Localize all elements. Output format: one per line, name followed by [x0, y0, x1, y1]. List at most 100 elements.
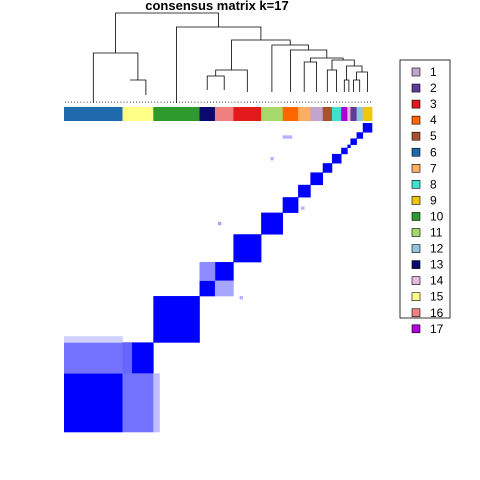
- dendrogram-link-1316-3: [215, 69, 248, 92]
- heatmap-block-cluster-12: [356, 132, 364, 139]
- heatmap-offdiag-6-edge: [64, 336, 123, 343]
- legend-label-12: 12: [430, 242, 444, 256]
- legend-box: [399, 59, 451, 319]
- heatmap-block-cluster-4: [282, 197, 299, 213]
- heatmap-block-cluster-17: [341, 147, 348, 155]
- annotation-cluster-9: [362, 107, 373, 121]
- legend-label-7: 7: [430, 161, 437, 175]
- annotation-cluster-15: [122, 107, 154, 121]
- legend-swatch-17: [411, 324, 421, 334]
- heatmap-block-cluster-7: [298, 184, 311, 198]
- heatmap-sparse-cell-c: [270, 156, 274, 161]
- heatmap-block-cluster-2: [350, 138, 357, 145]
- legend-label-16: 16: [430, 306, 444, 320]
- legend-label-8: 8: [430, 177, 437, 191]
- heatmap-matrix: [64, 123, 373, 433]
- legend-swatch-13: [411, 260, 421, 269]
- annotation-cluster-12: [356, 107, 364, 121]
- legend-swatch-7: [411, 164, 421, 173]
- legend-swatch-16: [411, 308, 421, 318]
- legend-swatch-8: [411, 180, 421, 189]
- dendrogram-link-6-15: [92, 52, 139, 103]
- heatmap-block-cluster-11: [261, 212, 283, 235]
- heatmap-sparse-cell-a: [218, 221, 222, 226]
- annotation-cluster-13: [199, 107, 216, 121]
- heatmap-block-cluster-9: [362, 123, 373, 133]
- dendrogram-link-2-12: [353, 79, 361, 92]
- heatmap-block-cluster-16: [214, 262, 234, 281]
- legend-swatch-2: [411, 83, 421, 93]
- dendrogram-link-5-8: [326, 69, 337, 92]
- dendrogram-link-17-14: [343, 79, 350, 92]
- heatmap-block-cluster-8: [331, 153, 342, 164]
- heatmap-sparse-cell-b: [239, 296, 243, 300]
- legend-swatch-14: [411, 276, 421, 285]
- dendrogram-link-right-e: [176, 26, 262, 103]
- heatmap-block-cluster-6: [64, 373, 123, 433]
- annotation-cluster-14: [347, 107, 351, 121]
- annotation-cluster-4: [282, 107, 299, 121]
- heatmap-block-cluster-5: [322, 163, 333, 173]
- legend-swatch-9: [411, 196, 421, 205]
- legend-swatch-6: [411, 147, 421, 157]
- heatmap-offdiag-6-15: [64, 342, 123, 374]
- legend-label-5: 5: [430, 129, 437, 143]
- legend-label-4: 4: [430, 113, 437, 127]
- annotation-cluster-1: [310, 107, 324, 121]
- annotation-cluster-10: [153, 107, 200, 121]
- legend-label-6: 6: [430, 145, 437, 159]
- legend-label-3: 3: [430, 97, 437, 111]
- dendrogram-link-212-9: [356, 71, 368, 92]
- heatmap-block-cluster-13: [199, 280, 216, 297]
- legend-swatch-11: [411, 228, 421, 237]
- dendrogram-link-13-16: [206, 75, 225, 90]
- legend-label-11: 11: [430, 226, 443, 240]
- annotation-cluster-8: [331, 107, 342, 121]
- heatmap-offdiag-15-6: [122, 373, 154, 433]
- heatmap-block-cluster-3: [233, 234, 262, 263]
- legend-swatch-1: [411, 67, 421, 77]
- legend-label-2: 2: [430, 81, 437, 95]
- annotation-cluster-2: [350, 107, 357, 121]
- annotation-cluster-6: [64, 107, 123, 121]
- annotation-cluster-11: [261, 107, 284, 121]
- annotation-cluster-16: [214, 107, 234, 121]
- heatmap-sparse-cell-e: [301, 206, 305, 210]
- legend-swatch-3: [411, 99, 421, 109]
- dendrogram-link-root: [115, 12, 219, 53]
- legend-label-17: 17: [430, 322, 444, 336]
- annotation-cluster-17: [341, 107, 348, 121]
- heatmap-offdiag-edge-6: [153, 373, 160, 433]
- legend-label-13: 13: [430, 258, 444, 272]
- legend-label-1: 1: [430, 65, 437, 79]
- heatmap-sparse-cell-d: [282, 135, 293, 139]
- legend-label-9: 9: [430, 193, 437, 207]
- dendrogram-link-right-b: [290, 49, 328, 92]
- legend-swatch-10: [411, 212, 421, 221]
- heatmap-offdiag-13-16: [199, 262, 216, 281]
- annotation-cluster-7: [298, 107, 311, 121]
- heatmap-offdiag-16-13: [214, 280, 234, 297]
- annotation-cluster-3: [233, 107, 262, 121]
- legend-swatch-4: [411, 115, 421, 125]
- legend-label-15: 15: [430, 290, 444, 304]
- annotation-cluster-5: [322, 107, 333, 121]
- dendrogram-link-7-1: [303, 61, 317, 92]
- dendrogram-link-small-a: [346, 65, 363, 80]
- dendrogram-link-15: [129, 79, 147, 95]
- heatmap-block-cluster-10: [153, 296, 200, 343]
- dendrogram-link-right-d: [231, 39, 291, 70]
- heatmap-subblock-15: [122, 342, 133, 374]
- legend-label-14: 14: [430, 274, 444, 288]
- dendrogram-link-small-b: [331, 59, 355, 70]
- legend-swatch-12: [411, 244, 421, 253]
- dendrogram: [65, 12, 371, 103]
- legend-label-10: 10: [430, 209, 444, 223]
- legend-swatch-15: [411, 292, 421, 302]
- legend-swatch-5: [411, 131, 421, 141]
- heatmap-block-cluster-14: [347, 144, 351, 149]
- heatmap-block-cluster-1: [310, 172, 324, 186]
- cluster-annotation-bar: [64, 107, 373, 121]
